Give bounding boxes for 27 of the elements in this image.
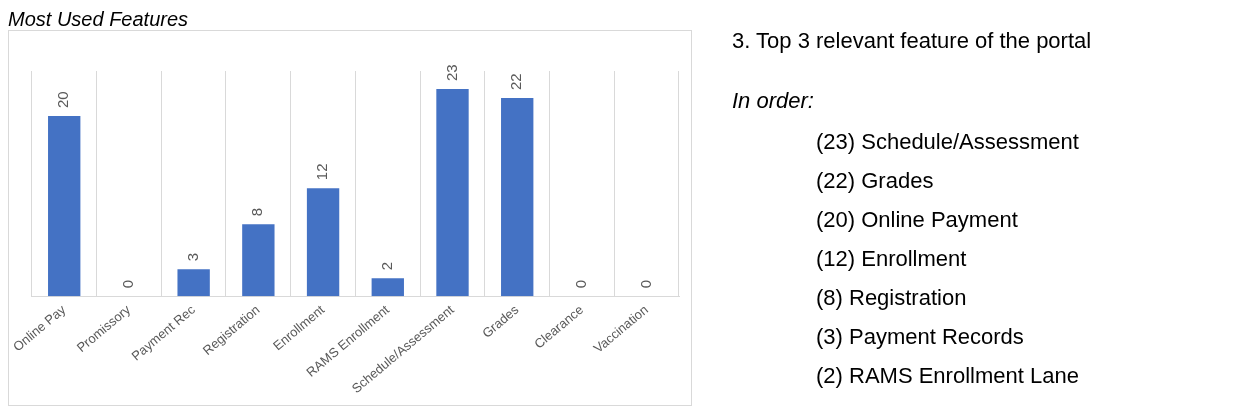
data-label: 0 <box>636 280 654 289</box>
text: In order: <box>732 88 815 114</box>
text: 3. Top 3 relevant feature of the portal <box>732 28 1092 54</box>
data-label: 23 <box>442 64 460 82</box>
bar <box>177 269 210 297</box>
bar <box>371 278 404 297</box>
data-label: 0 <box>572 280 590 289</box>
bar <box>436 89 469 297</box>
bar <box>501 98 534 297</box>
bar <box>48 116 81 297</box>
data-label: 12 <box>313 163 331 181</box>
data-label: 22 <box>507 73 525 91</box>
data-label: 20 <box>54 91 72 109</box>
data-label: 8 <box>248 207 266 217</box>
data-label: 2 <box>377 262 395 271</box>
bar <box>242 224 275 297</box>
text: (8) Registration <box>816 284 968 312</box>
text: (22) Grades <box>816 167 935 195</box>
chart-title: Most Used Features <box>8 8 190 30</box>
data-label: 0 <box>119 280 137 289</box>
text: (23) Schedule/Assessment <box>816 128 1080 156</box>
data-label: 3 <box>183 252 201 262</box>
text: (3) Payment Records <box>816 323 1025 351</box>
text: (20) Online Payment <box>816 206 1019 234</box>
bar <box>306 188 340 297</box>
text: (12) Enrollment <box>816 245 968 273</box>
text: (2) RAMS Enrollment Lane <box>816 362 1080 390</box>
